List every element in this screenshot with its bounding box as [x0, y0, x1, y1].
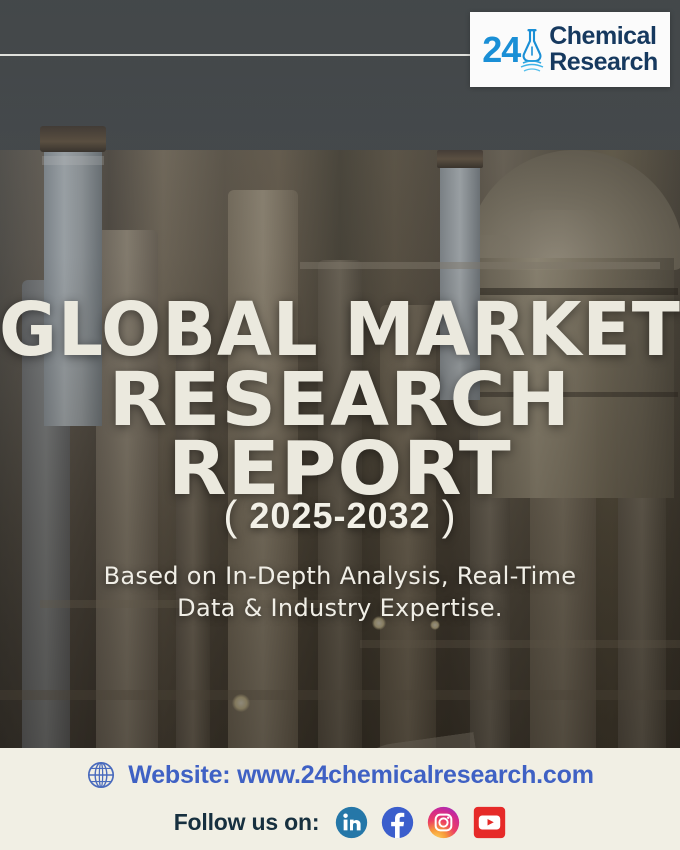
year-range-value: 2025-2032 [249, 495, 431, 536]
website-row[interactable]: Website: www.24chemicalresearch.com [0, 760, 680, 790]
page-title: GLOBAL MARKET RESEARCH REPORT [0, 287, 680, 513]
subtitle-line-2: Data & Industry Expertise. [177, 594, 503, 623]
logo-number: 24 [482, 28, 521, 70]
poster-footer: Website: www.24chemicalresearch.com Foll… [0, 748, 680, 850]
facebook-icon[interactable] [381, 806, 414, 839]
brand-logo[interactable]: 24 Chemical Research [470, 12, 670, 87]
follow-label: Follow us on: [173, 809, 320, 835]
year-open-paren: ( [223, 492, 239, 539]
year-range: ( 2025-2032 ) [0, 492, 680, 540]
linkedin-icon[interactable] [335, 806, 368, 839]
poster-content: GLOBAL MARKET RESEARCH REPORT ( 2025-203… [0, 287, 680, 624]
subtitle: Based on In-Depth Analysis, Real-Time Da… [60, 560, 620, 624]
youtube-icon[interactable] [473, 806, 506, 839]
flask-icon [520, 28, 544, 72]
title-line-1: GLOBAL MARKET [0, 287, 680, 373]
website-label[interactable]: Website: www.24chemicalresearch.com [128, 760, 594, 789]
year-close-paren: ) [441, 492, 457, 539]
logo-word-chemical: Chemical [549, 22, 657, 50]
globe-icon [88, 761, 115, 789]
follow-row: Follow us on: [0, 806, 680, 839]
subtitle-line-1: Based on In-Depth Analysis, Real-Time [103, 562, 577, 590]
header-hairline [0, 54, 470, 56]
title-line-2: RESEARCH REPORT [108, 356, 572, 513]
instagram-icon[interactable] [427, 806, 460, 839]
logo-word-research: Research [549, 47, 658, 76]
